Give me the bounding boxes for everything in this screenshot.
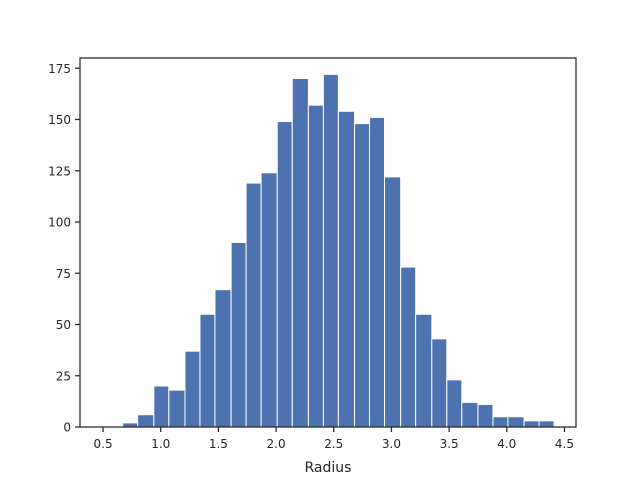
histogram-bar (461, 401, 479, 428)
histogram-bar (415, 313, 433, 428)
histogram-bar (523, 420, 540, 428)
histogram-bar (137, 414, 155, 428)
x-tick-label: 1.0 (151, 437, 170, 451)
histogram-bar (337, 110, 356, 428)
bars-group (122, 73, 555, 428)
y-tick-label: 0 (63, 421, 71, 435)
histogram-bar (400, 266, 417, 428)
x-tick-label: 4.0 (497, 437, 516, 451)
y-tick-label: 25 (56, 369, 71, 383)
x-tick-label: 3.5 (440, 437, 459, 451)
y-tick-label: 175 (48, 62, 71, 76)
histogram-bar (245, 182, 262, 428)
histogram-bar (384, 176, 402, 428)
histogram-bar (184, 350, 201, 428)
x-tick-label: 2.5 (324, 437, 343, 451)
x-axis-label: Radius (305, 460, 352, 476)
y-tick-label: 150 (48, 113, 71, 127)
histogram-bar (168, 389, 186, 428)
histogram-bar (153, 385, 170, 428)
x-tick-label: 0.5 (94, 437, 113, 451)
plot-frame (79, 57, 577, 428)
histogram-bar (260, 172, 278, 428)
histogram-bar (431, 338, 448, 428)
histogram-bar (322, 73, 339, 428)
histogram-bar (446, 379, 463, 428)
histogram-bar (214, 289, 232, 428)
histogram-bar (230, 242, 247, 428)
y-tick-label: 125 (48, 164, 71, 178)
histogram-bar (492, 416, 509, 428)
histogram-bar (354, 123, 371, 428)
histogram-bar (291, 78, 309, 428)
x-tick-label: 3.0 (382, 437, 401, 451)
histogram-bar (507, 416, 525, 428)
x-tick-label: 1.5 (209, 437, 228, 451)
histogram-bar (199, 313, 216, 428)
y-tick-label: 50 (56, 318, 71, 332)
histogram-bar (477, 403, 494, 428)
y-tick-label: 75 (56, 267, 71, 281)
histogram-bar (307, 104, 324, 428)
histogram-bar (369, 116, 386, 428)
histogram-bar (538, 420, 555, 428)
x-tick-label: 2.0 (267, 437, 286, 451)
x-axis-ticks: 0.5 1.0 1.5 2.0 2.5 3.0 3.5 4.0 4.5 (94, 427, 574, 451)
histogram-bar (276, 121, 293, 428)
y-axis-ticks: 0 25 50 75 100 125 150 175 (48, 62, 80, 435)
x-tick-label: 4.5 (555, 437, 574, 451)
y-tick-label: 100 (48, 216, 71, 230)
